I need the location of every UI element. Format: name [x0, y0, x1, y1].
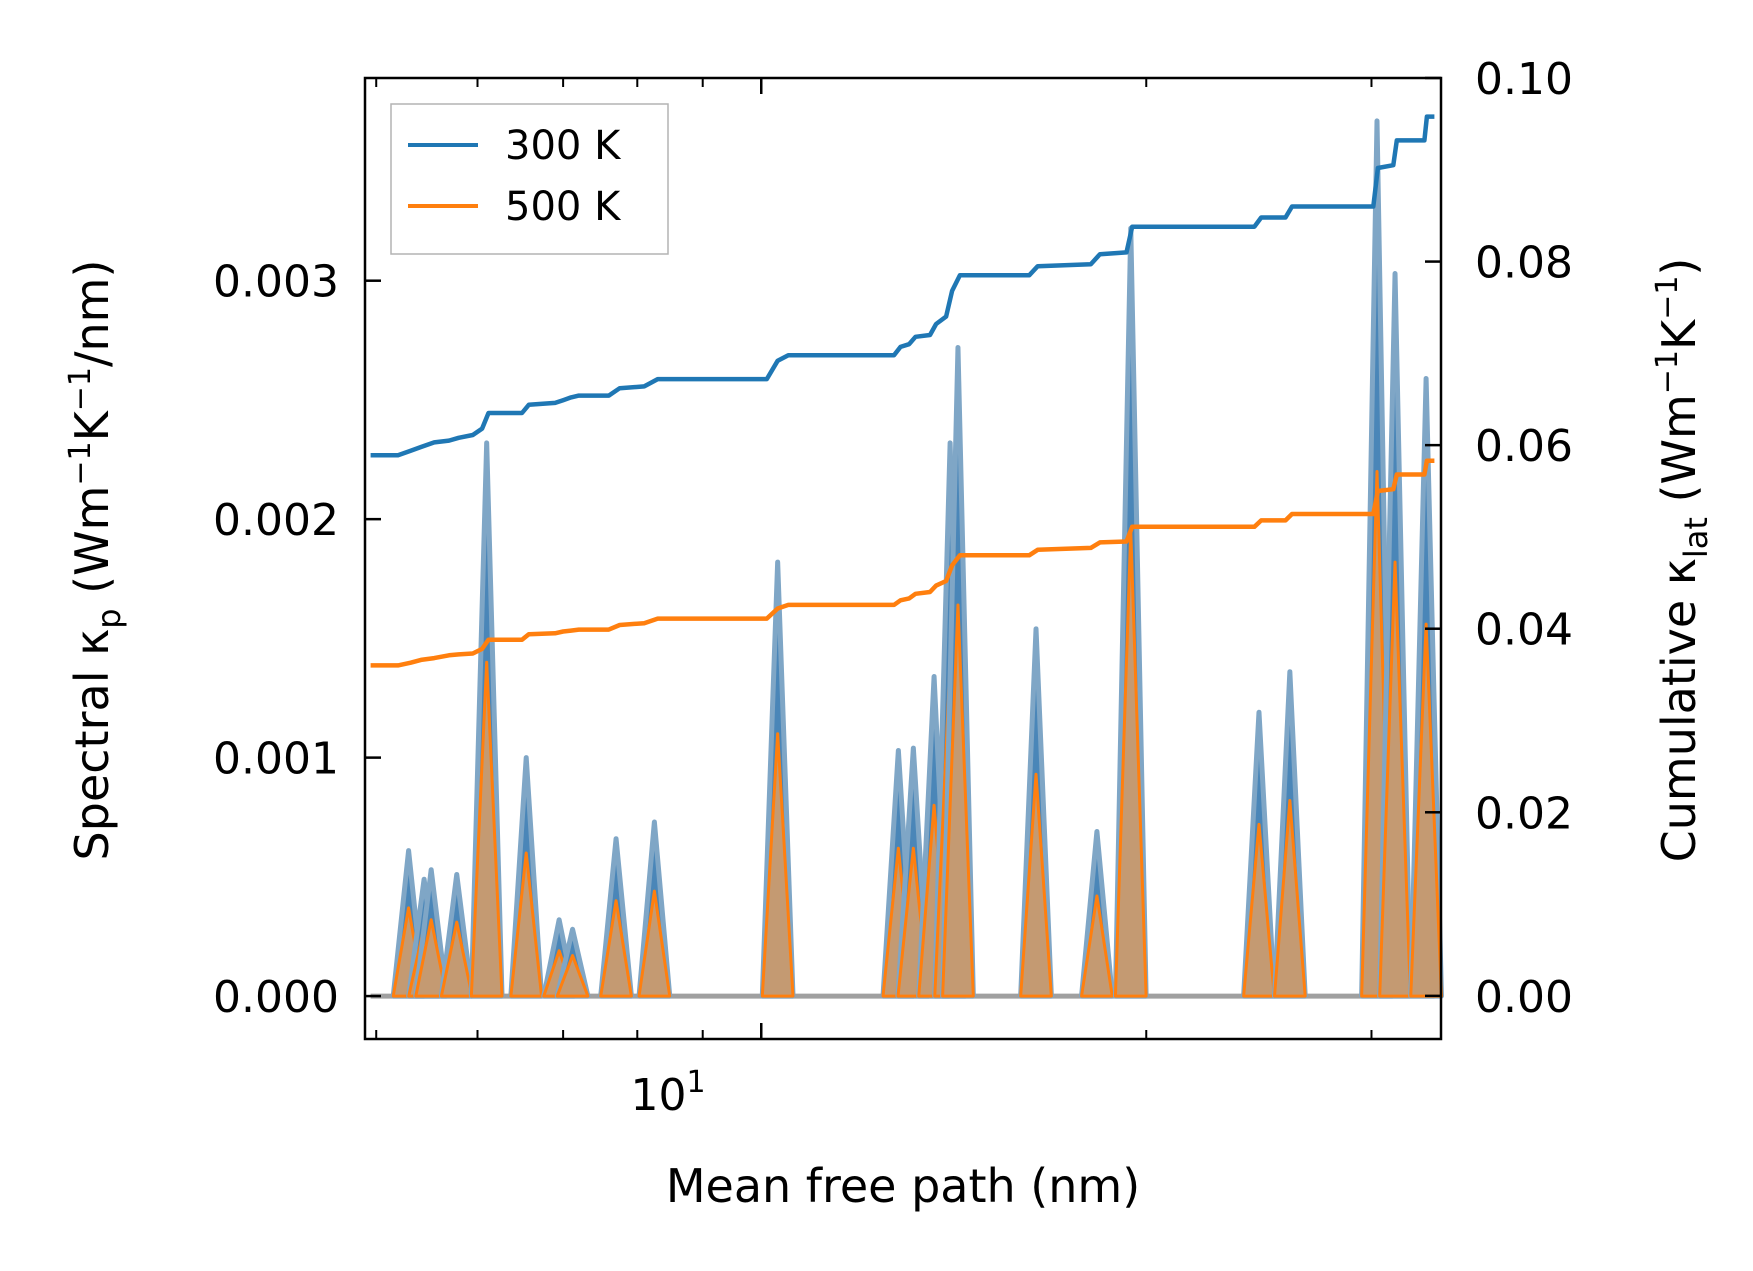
spectral-peak-500k: [555, 954, 590, 998]
right-axis-label: Cumulative κlat (Wm−1K−1): [1650, 258, 1715, 863]
cumulative-line-500k: [370, 458, 1435, 668]
spectral-peak-500k: [599, 899, 633, 998]
left-axis-label: Spectral κp (Wm−1K−1/nm): [63, 260, 128, 861]
spectral-peak-500k: [1080, 894, 1114, 998]
spectral-layer: [370, 118, 1444, 999]
spectral-peak-500k: [1273, 799, 1307, 998]
right-tick-label: 0.02: [1475, 788, 1573, 839]
right-tick-label: 0.00: [1475, 972, 1573, 1023]
cumulative-layer: [370, 114, 1435, 668]
right-tick-label: 0.10: [1475, 54, 1573, 105]
x-tick-label-10: 101: [630, 1065, 705, 1121]
spectral-peak-500k: [1113, 529, 1148, 998]
spectral-peak-500k: [439, 920, 474, 998]
left-tick-label: 0.003: [213, 257, 339, 308]
spectral-peak-500k: [637, 889, 672, 998]
legend-label-500k: 500 K: [505, 184, 622, 230]
spectral-peak-500k: [414, 918, 449, 998]
plot-frame: [363, 76, 1443, 1041]
x-tick-exponent: 1: [686, 1065, 705, 1100]
legend: 300 K 500 K: [390, 103, 669, 255]
spectral-peak-500k: [1242, 822, 1276, 998]
legend-label-300k: 300 K: [505, 123, 622, 169]
left-tick-label: 0.001: [213, 734, 339, 785]
x-axis-label: Mean free path (nm): [666, 1159, 1140, 1213]
right-tick-label: 0.06: [1475, 421, 1573, 472]
spectral-peak-500k: [1019, 772, 1053, 998]
right-tick-label: 0.04: [1475, 605, 1573, 656]
cumulative-line-300k: [370, 114, 1435, 458]
axes-layer: 0.000 0.001 0.002 0.003 0.00 0.02 0.04 0.06 0.08…: [213, 54, 1573, 1039]
legend-box: [390, 103, 669, 255]
spectral-peak-500k: [469, 660, 504, 998]
spectral-peak-500k: [1378, 560, 1412, 998]
spectral-peak-500k: [941, 603, 975, 998]
left-tick-label: 0.000: [213, 972, 339, 1023]
left-tick-label: 0.002: [213, 495, 339, 546]
spectral-peak-500k: [509, 851, 544, 998]
right-tick-label: 0.08: [1475, 238, 1573, 289]
spectral-peak-500k: [760, 732, 795, 998]
